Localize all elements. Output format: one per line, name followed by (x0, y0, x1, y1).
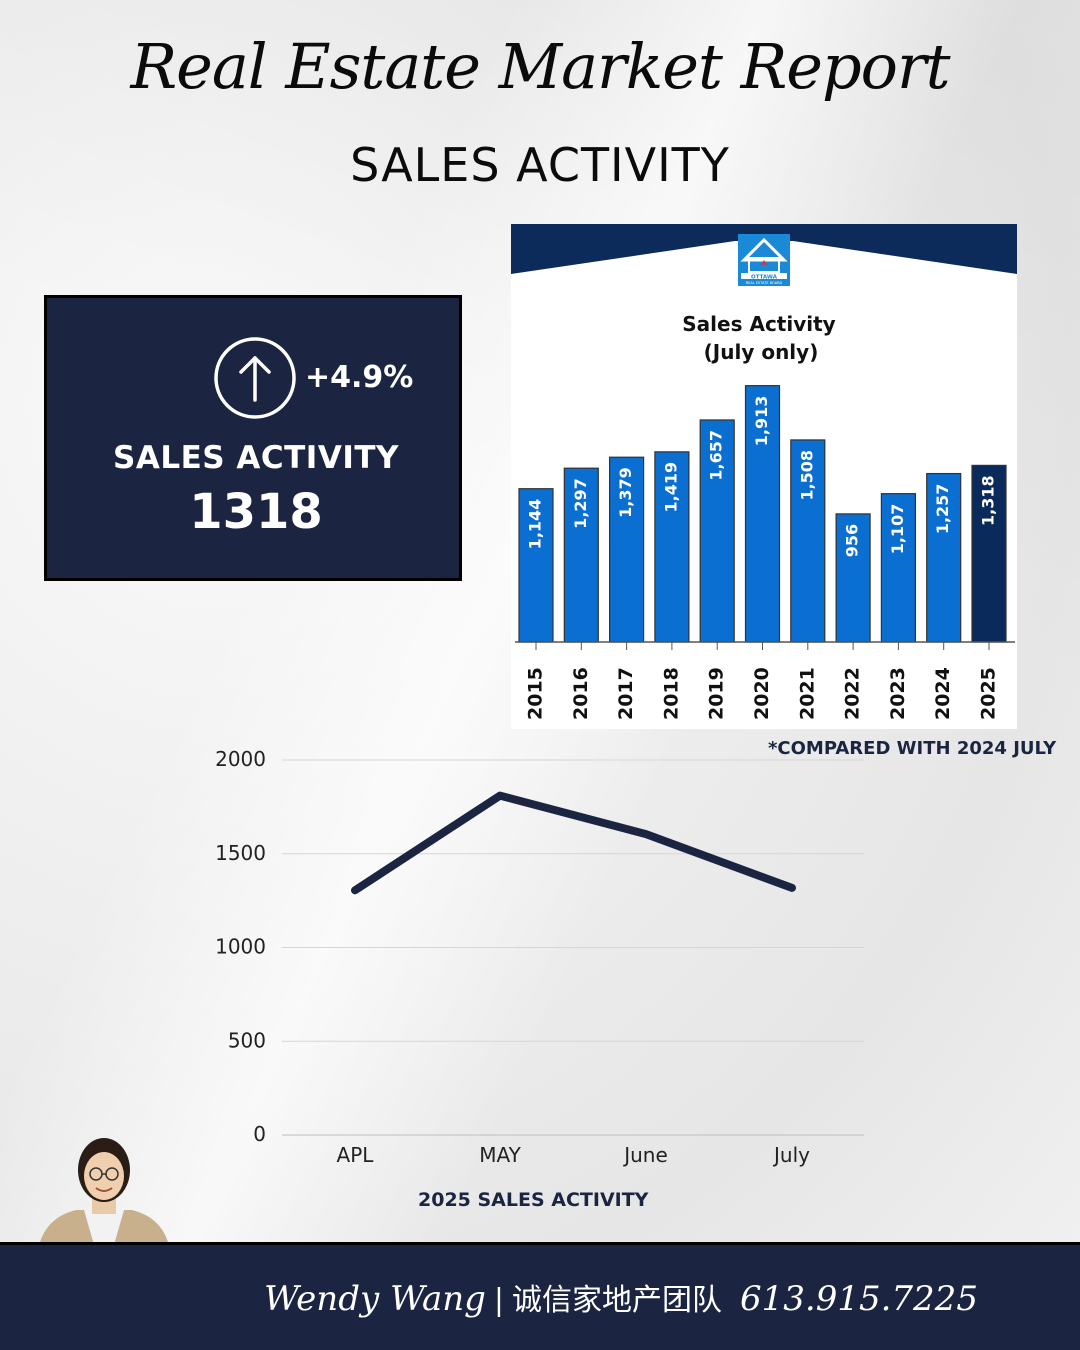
line-chart: 0 500 1000 1500 2000 APL MAY June July (215, 747, 864, 1167)
y-tick-label-0: 0 (253, 1122, 266, 1146)
line-y-tick-labels: 0 500 1000 1500 2000 (215, 747, 266, 1146)
kpi-value: 1318 (189, 484, 323, 540)
bar-x-label-2019: 2019 (706, 667, 728, 720)
bar-2015 (518, 488, 554, 643)
x-tick-label-APL: APL (337, 1143, 375, 1167)
x-tick-label-MAY: MAY (479, 1143, 521, 1167)
y-tick-label-1500: 1500 (215, 841, 266, 865)
bar-x-label-2015: 2015 (525, 667, 547, 720)
line-series (351, 791, 796, 895)
agent-name: Wendy Wang (264, 1279, 486, 1319)
logo-line1: OTTAWA (751, 275, 778, 281)
panel-header-band (511, 224, 1017, 274)
bar-chart-title: Sales Activity (682, 312, 835, 336)
x-tick-label-June: June (622, 1143, 668, 1167)
bar-value-label-2020: 1,913 (752, 396, 771, 447)
bar-value-label-2023: 1,107 (888, 504, 907, 555)
bar-chart-panel: OTTAWA REAL ESTATE BOARD Sales Activity … (511, 224, 1017, 729)
team-name: 诚信家地产团队 (512, 1283, 723, 1318)
bar-2022 (835, 513, 871, 643)
bar-2016 (563, 467, 599, 643)
bar-2018 (654, 451, 690, 643)
y-tick-label-1000: 1000 (215, 935, 266, 959)
bar-2017 (608, 456, 645, 643)
bar-x-label-2025: 2025 (978, 667, 1000, 720)
bar-x-label-2024: 2024 (932, 667, 954, 720)
bar-x-label-2023: 2023 (887, 667, 909, 720)
bar-2024 (926, 472, 962, 643)
phone-number[interactable]: 613.915.7225 (740, 1279, 978, 1319)
bar-x-label-2016: 2016 (570, 667, 592, 720)
bar-x-label-2017: 2017 (615, 667, 637, 720)
y-tick-label-2000: 2000 (215, 747, 266, 771)
kpi-change: +4.9% (305, 360, 414, 395)
bar-value-label-2015: 1,144 (526, 499, 545, 550)
bar-value-label-2021: 1,508 (797, 450, 816, 501)
bar-2023 (880, 493, 916, 643)
bar-series: 1,144 1,297 1,379 1,419 1,657 1,913 1,508 956 1,… (518, 385, 1007, 643)
y-tick-label-500: 500 (228, 1028, 266, 1052)
bar-x-label-2022: 2022 (842, 667, 864, 720)
bar-chart: OTTAWA REAL ESTATE BOARD Sales Activity … (511, 224, 1017, 720)
page-subtitle: SALES ACTIVITY (350, 138, 730, 192)
bar-x-label-2020: 2020 (751, 667, 773, 720)
kpi-label: SALES ACTIVITY (113, 440, 399, 476)
bar-value-label-2022: 956 (843, 524, 862, 557)
bar-2020 (744, 385, 781, 643)
bar-chart-subtitle: (July only) (704, 340, 819, 364)
bar-value-label-2024: 1,257 (933, 484, 952, 535)
bar-2019 (699, 419, 735, 643)
footer-separator: | (493, 1283, 505, 1318)
bar-value-label-2025: 1,318 (979, 475, 998, 526)
line-x-tick-labels: APL MAY June July (337, 1143, 811, 1167)
bar-value-label-2019: 1,657 (707, 430, 726, 481)
bar-2021 (790, 439, 826, 643)
line-gridlines (282, 759, 864, 1136)
footer-contact: Wendy Wang | 诚信家地产团队 613.915.7225 (264, 1275, 978, 1319)
arrow-up-circle-icon (214, 337, 296, 419)
ottawa-board-logo-icon: OTTAWA REAL ESTATE BOARD (738, 234, 790, 286)
bar-value-label-2018: 1,419 (661, 462, 680, 513)
bar-value-label-2017: 1,379 (616, 467, 635, 518)
footer-bar: Wendy Wang | 诚信家地产团队 613.915.7225 (0, 1242, 1080, 1350)
bar-x-label-2018: 2018 (660, 667, 682, 720)
line-chart-caption: 2025 SALES ACTIVITY (418, 1189, 649, 1211)
bar-value-label-2016: 1,297 (571, 478, 590, 529)
bar-x-tick-labels: 2015 2016 2017 2018 2019 2020 2021 2022 2023 2024… (525, 642, 1000, 720)
logo-line2: REAL ESTATE BOARD (746, 281, 783, 285)
bar-x-label-2021: 2021 (796, 667, 818, 720)
compare-note: *COMPARED WITH 2024 JULY (768, 738, 1057, 759)
page-title: Real Estate Market Report (130, 30, 950, 103)
kpi-card: +4.9% SALES ACTIVITY 1318 (44, 295, 462, 581)
x-tick-label-July: July (772, 1143, 810, 1167)
